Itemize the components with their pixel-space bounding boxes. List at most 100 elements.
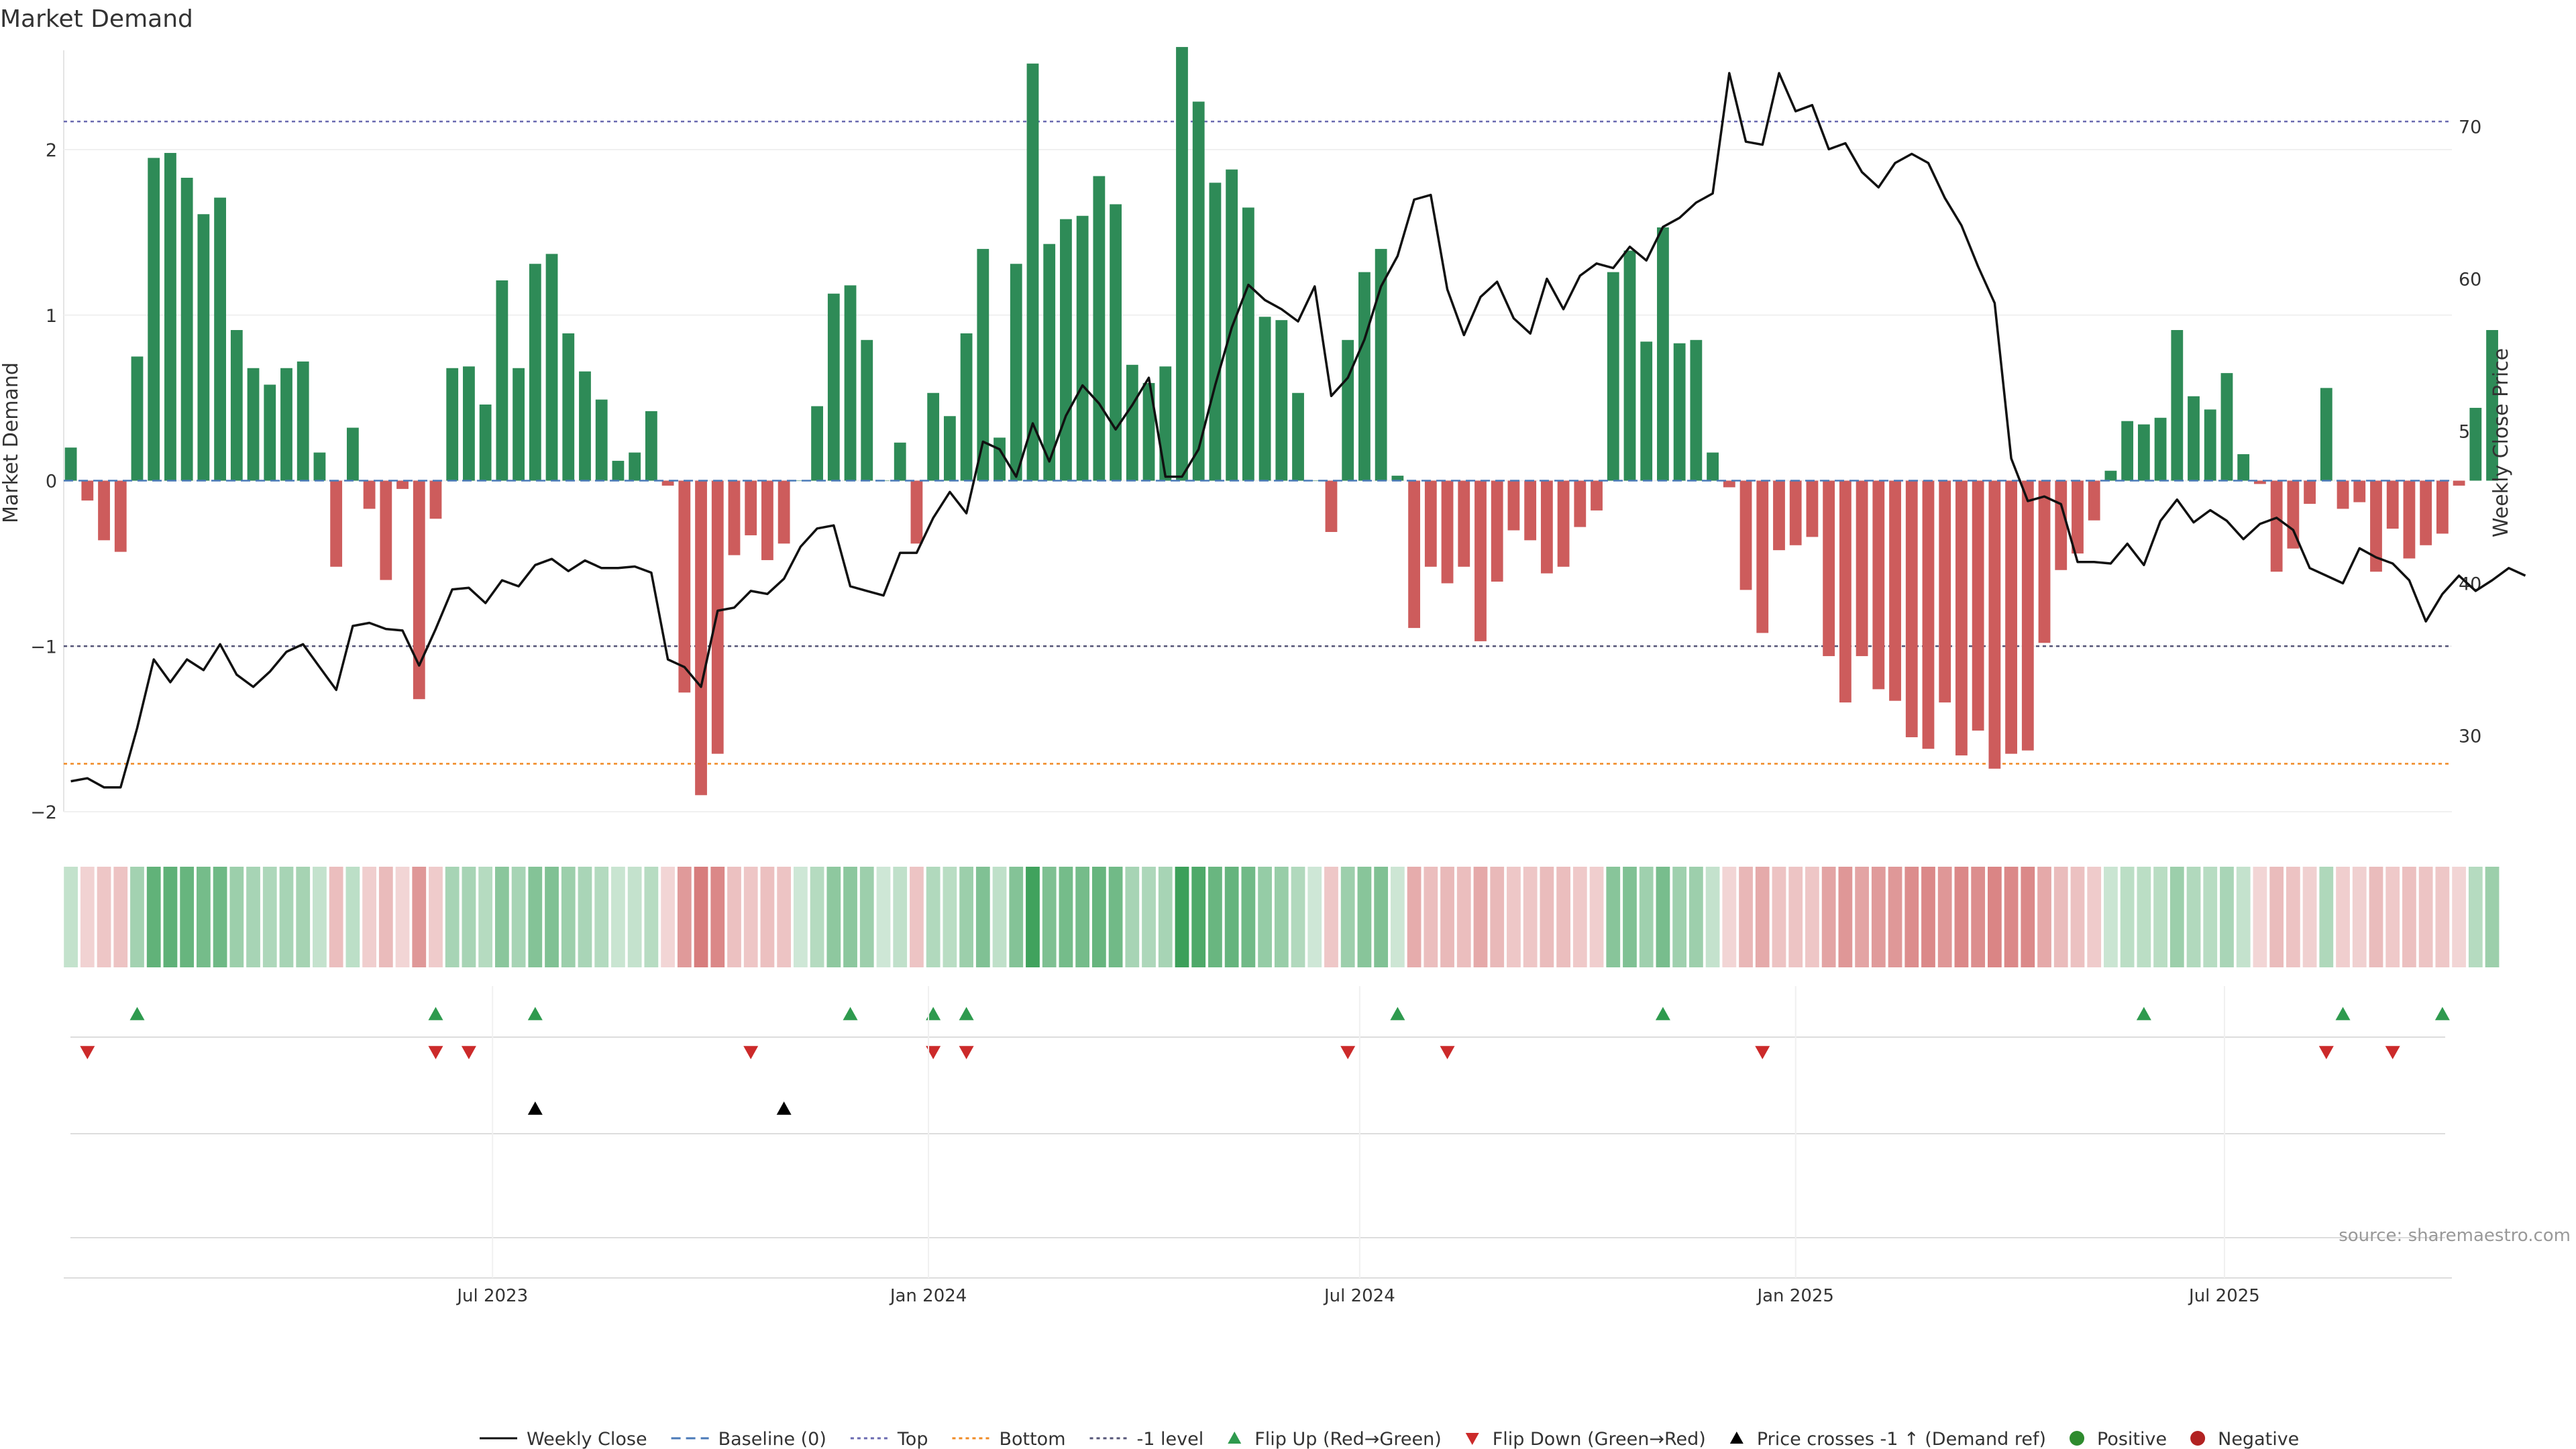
demand-bar-negative [745,480,757,535]
heat-cell [2087,867,2102,967]
weekly-close-line [70,72,2526,789]
heat-cell [1705,867,1720,967]
heat-cell [1772,867,1786,967]
x-tick-label: Jul 2023 [455,1286,528,1306]
y-tick-label: 1 [46,306,57,327]
flip-up-marker [129,1007,145,1020]
demand-bar-positive [529,264,541,481]
demand-bar-positive [629,452,641,481]
heat-cell [1805,867,1819,967]
heat-cell [528,867,543,967]
heat-cell [1971,867,1986,967]
demand-bar-positive [827,293,840,481]
demand-bar-positive [645,411,657,481]
heat-cell [2452,867,2466,967]
demand-bar-negative [1773,480,1785,551]
y-tick-label: −2 [30,802,57,823]
demand-bar-negative [1789,480,1802,545]
heat-cell [1871,867,1886,967]
legend-label: Positive [2097,1429,2167,1449]
flip-down-marker [743,1046,759,1059]
demand-bar-positive [64,447,77,481]
demand-bar-negative [728,480,741,555]
demand-bar-positive [1159,366,1172,481]
heat-cell [1606,867,1621,967]
demand-bar-negative [1458,480,1470,567]
heat-cell [478,867,493,967]
demand-bar-negative [1524,480,1537,541]
demand-bar-positive [2320,388,2332,481]
heat-cell [1158,867,1173,967]
heat-cell [1540,867,1554,967]
heat-cell [1059,867,1073,967]
heat-cell [1523,867,1538,967]
demand-bar-positive [2469,407,2482,481]
demand-bar-positive [1607,272,1619,481]
heat-cell [511,867,526,967]
heat-cell [1688,867,1703,967]
demand-bar-positive [595,399,608,481]
heat-cell [1424,867,1438,967]
y2-tick-label: 30 [2459,727,2481,747]
flip-up-marker [1390,1007,1405,1020]
demand-bar-positive [844,285,857,481]
demand-bar-positive [1209,182,1222,481]
demand-bar-positive [994,437,1006,481]
demand-bar-negative [2304,480,2316,504]
demand-bar-negative [1756,480,1769,633]
demand-bar-positive [479,405,492,481]
demand-bar-positive [513,368,525,481]
heat-cell [2203,867,2218,967]
heat-cell [2369,867,2383,967]
y-axis-label: Market Demand [0,362,23,523]
heat-cell [727,867,741,967]
demand-bar-negative [2386,480,2399,529]
demand-bar-positive [1391,476,1404,481]
heat-cell [1589,867,1604,967]
heat-cell [429,867,443,967]
heat-cell [246,867,260,967]
heat-cell [1507,867,1521,967]
demand-bar-positive [2204,409,2216,481]
y-tick-label: −1 [30,637,57,657]
heat-cell [2153,867,2167,967]
heat-cell [1855,867,1869,967]
demand-bar-positive [977,249,989,481]
heat-cell [1091,867,1106,967]
heat-cell [627,867,642,967]
legend-label: -1 level [1137,1429,1204,1449]
demand-bar-negative [910,480,923,544]
legend-swatch-dot [2070,1431,2085,1446]
heat-cell [1987,867,2002,967]
flip-down-marker [428,1046,443,1059]
demand-bar-positive [1292,392,1304,481]
demand-bar-negative [2370,480,2382,572]
heat-cell [644,867,659,967]
demand-bar-negative [81,480,94,501]
flip-up-marker [2136,1007,2151,1020]
heat-cell [760,867,775,967]
demand-bar-negative [1723,480,1735,488]
demand-bar-positive [1043,244,1056,481]
demand-heat-strip [64,867,2500,967]
demand-bar-negative [98,480,110,541]
flip-up-marker [926,1007,941,1020]
heat-cell [2352,867,2367,967]
heat-cell [329,867,343,967]
heat-cell [893,867,908,967]
heat-cell [412,867,427,967]
heat-cell [2319,867,2334,967]
demand-bar-positive [164,152,176,481]
heat-cell [2253,867,2267,967]
heat-cell [959,867,973,967]
demand-bar-positive [214,197,226,481]
flip-up-marker [428,1007,443,1020]
demand-bar-positive [2486,329,2498,481]
heat-cell [992,867,1007,967]
legend-label: Weekly Close [527,1429,647,1449]
heat-cell [2286,867,2300,967]
legend-label: Flip Down (Green→Red) [1493,1429,1706,1449]
legend-label: Flip Up (Red→Green) [1254,1429,1442,1449]
demand-bar-negative [1905,480,1918,737]
